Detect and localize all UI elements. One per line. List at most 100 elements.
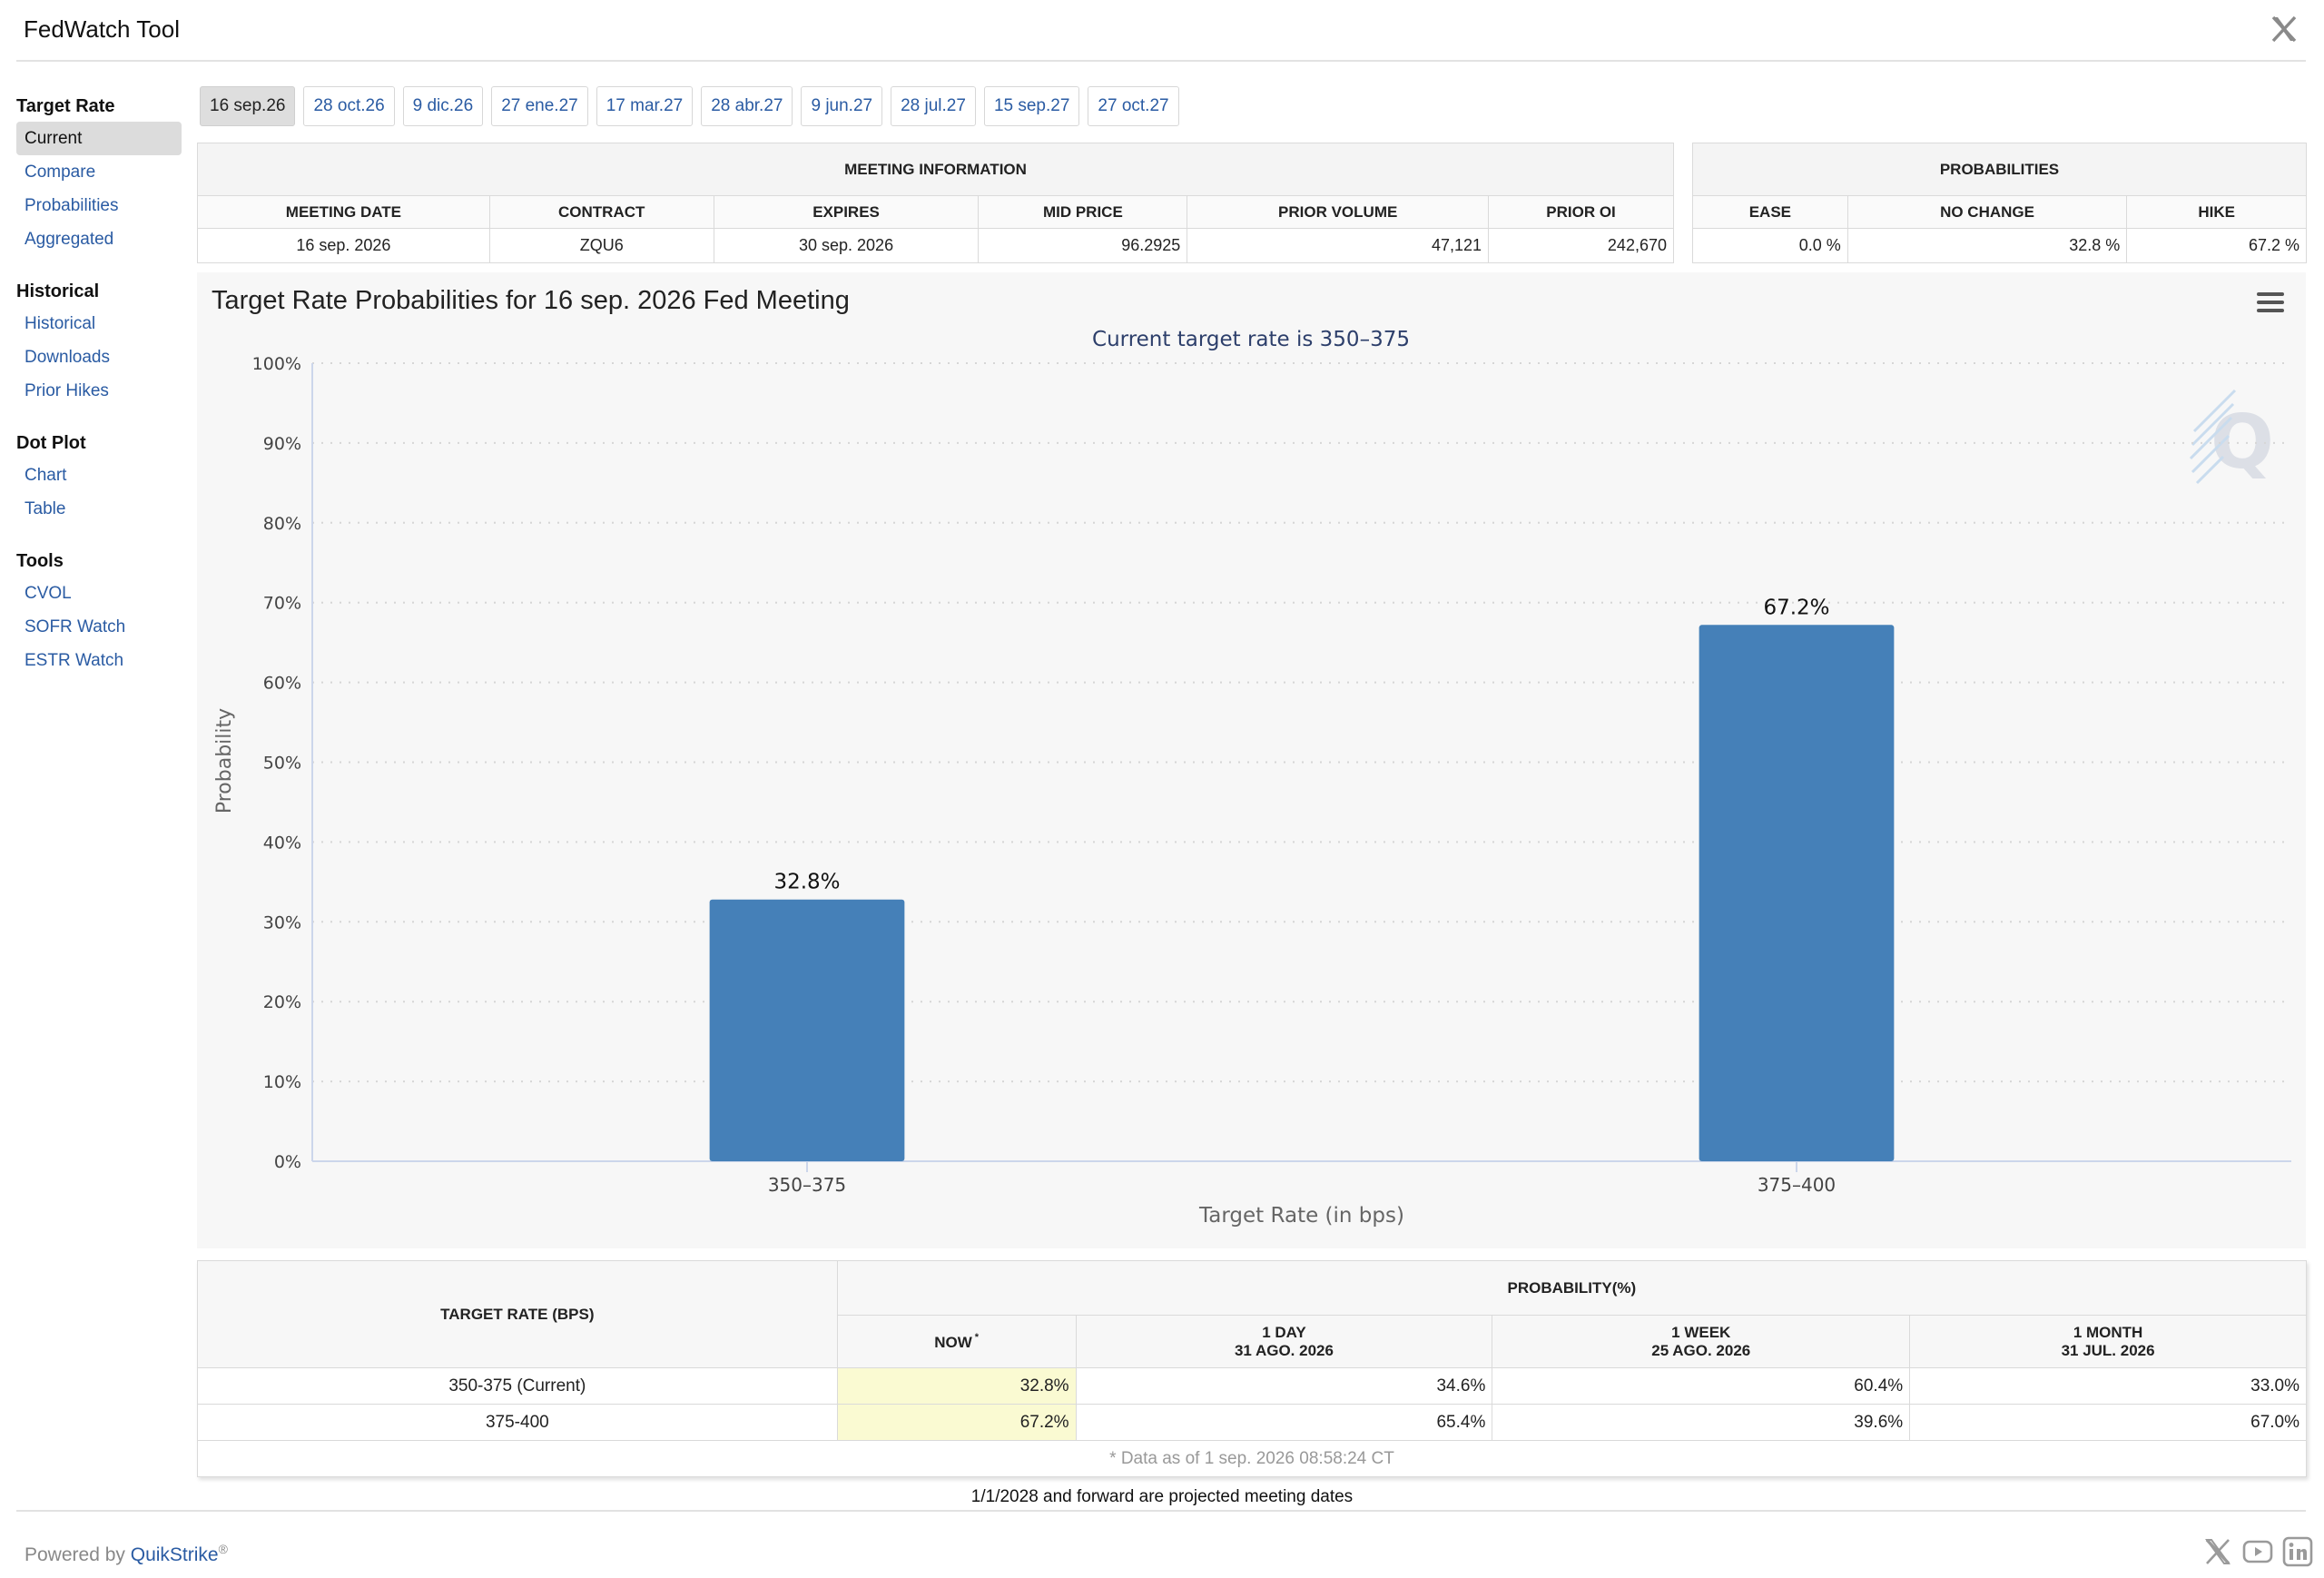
meeting-date-tabs: 16 sep.26 28 oct.26 9 dic.26 27 ene.27 1… <box>200 86 1179 126</box>
sidebar-item-estr-watch[interactable]: ESTR Watch <box>25 651 124 670</box>
one-month-header: 1 MONTH 31 JUL. 2026 <box>1909 1315 2307 1368</box>
x-tick-label: 375–400 <box>1758 1174 1836 1196</box>
chart-menu-icon[interactable] <box>2257 292 2284 312</box>
close-icon[interactable] <box>2268 13 2300 45</box>
youtube-icon[interactable] <box>2242 1536 2273 1567</box>
tab-meeting-date[interactable]: 28 jul.27 <box>891 86 976 126</box>
bar-data-label: 67.2% <box>1763 596 1829 619</box>
probability-header: PROBABILITY(%) <box>836 1260 2308 1316</box>
x-tick-label: 350–375 <box>768 1174 846 1196</box>
sidebar-group-dot-plot: Dot Plot <box>16 433 86 453</box>
sidebar-item-downloads[interactable]: Downloads <box>25 348 110 367</box>
one-day-cell: 65.4% <box>1075 1404 1493 1441</box>
now-cell: 32.8% <box>836 1367 1077 1405</box>
one-week-cell: 39.6% <box>1492 1404 1911 1441</box>
probability-bar-chart: Target Rate Probabilities for 16 sep. 20… <box>212 286 2291 1228</box>
y-tick-label: 40% <box>263 833 301 853</box>
one-week-header: 1 WEEK 25 AGO. 2026 <box>1492 1315 1911 1368</box>
social-icons <box>2202 1536 2313 1567</box>
tab-meeting-date[interactable]: 9 jun.27 <box>801 86 883 126</box>
one-month-cell: 33.0% <box>1909 1367 2307 1405</box>
tab-meeting-date[interactable]: 17 mar.27 <box>596 86 694 126</box>
bar-data-label: 32.8% <box>773 871 840 894</box>
probability-history-table: TARGET RATE (BPS) PROBABILITY(%) NOW * 1 … <box>197 1260 2308 1477</box>
data-as-of-note: * Data as of 1 sep. 2026 08:58:24 CT <box>197 1440 2307 1477</box>
sidebar-item-aggregated[interactable]: Aggregated <box>25 230 114 249</box>
projected-dates-note: 1/1/2028 and forward are projected meeti… <box>970 1487 1354 1506</box>
prior-volume-value: 47,121 <box>1187 228 1490 263</box>
sidebar-group-tools: Tools <box>16 551 64 571</box>
chart-subtitle: Current target rate is 350–375 <box>1092 328 1410 351</box>
tab-meeting-date[interactable]: 27 ene.27 <box>491 86 588 126</box>
target-rate-cell: 375-400 <box>197 1404 838 1441</box>
bar[interactable] <box>1699 625 1895 1161</box>
sidebar-item-sofr-watch[interactable]: SOFR Watch <box>25 617 126 636</box>
y-tick-label: 70% <box>263 594 301 614</box>
bars: 32.8% 67.2% <box>709 596 1895 1161</box>
col-header: PRIOR OI <box>1488 195 1674 229</box>
col-header: EXPIRES <box>713 195 980 229</box>
bar[interactable] <box>709 899 905 1161</box>
no-change-value: 32.8 % <box>1846 228 2128 263</box>
chart-title: Target Rate Probabilities for 16 sep. 20… <box>212 286 850 315</box>
sidebar: Target Rate Current Compare Probabilitie… <box>16 91 182 677</box>
sidebar-item-table[interactable]: Table <box>25 499 66 518</box>
col-header: CONTRACT <box>488 195 714 229</box>
sidebar-group-target-rate: Target Rate <box>16 96 115 116</box>
sidebar-item-current[interactable]: Current <box>16 122 182 155</box>
y-gridlines <box>312 362 2291 1083</box>
sidebar-item-historical[interactable]: Historical <box>25 314 96 333</box>
y-tick-label: 100% <box>252 354 301 374</box>
now-header: NOW * <box>836 1315 1077 1368</box>
chart-panel: Target Rate Probabilities for 16 sep. 20… <box>197 272 2306 1248</box>
sidebar-item-cvol[interactable]: CVOL <box>25 584 72 603</box>
y-tick-labels: 0% 10% 20% 30% 40% 50% 60% 70% 80% 90% 100% <box>252 354 301 1172</box>
linkedin-icon[interactable] <box>2282 1536 2313 1567</box>
probabilities-table: PROBABILITIES EASE NO CHANGE HIKE 0.0 % … <box>1692 143 2307 263</box>
y-tick-label: 60% <box>263 674 301 694</box>
one-day-header: 1 DAY 31 AGO. 2026 <box>1075 1315 1493 1368</box>
y-tick-label: 0% <box>274 1152 301 1172</box>
target-rate-cell: 350-375 (Current) <box>197 1367 838 1405</box>
x-tick-labels: 350–375 375–400 <box>768 1161 1836 1196</box>
quikstrike-watermark-icon: Q <box>2189 389 2274 486</box>
tab-meeting-date[interactable]: 16 sep.26 <box>200 86 296 126</box>
col-header: NO CHANGE <box>1846 195 2128 229</box>
tab-meeting-date[interactable]: 28 abr.27 <box>701 86 793 126</box>
one-week-cell: 60.4% <box>1492 1367 1911 1405</box>
y-tick-label: 30% <box>263 912 301 932</box>
y-tick-label: 50% <box>263 754 301 774</box>
y-tick-label: 80% <box>263 514 301 534</box>
sidebar-item-prior-hikes[interactable]: Prior Hikes <box>25 381 109 400</box>
quikstrike-link[interactable]: QuikStrike <box>130 1544 219 1565</box>
y-tick-label: 10% <box>263 1072 301 1092</box>
col-header: PRIOR VOLUME <box>1187 195 1490 229</box>
tab-meeting-date[interactable]: 9 dic.26 <box>402 86 484 126</box>
tab-meeting-date[interactable]: 15 sep.27 <box>983 86 1080 126</box>
y-tick-label: 20% <box>263 992 301 1012</box>
tab-meeting-date[interactable]: 27 oct.27 <box>1088 86 1179 126</box>
table-row: 350-375 (Current) 32.8% 34.6% 60.4% 33.0… <box>197 1367 2307 1405</box>
hike-value: 67.2 % <box>2126 228 2307 263</box>
col-header: MEETING DATE <box>197 195 490 229</box>
powered-by: Powered by QuikStrike® <box>25 1542 228 1565</box>
sidebar-group-historical: Historical <box>16 281 100 301</box>
ease-value: 0.0 % <box>1692 228 1848 263</box>
target-rate-header: TARGET RATE (BPS) <box>197 1260 838 1368</box>
sidebar-item-chart[interactable]: Chart <box>25 466 67 485</box>
table-row: 375-400 67.2% 65.4% 39.6% 67.0% <box>197 1404 2307 1441</box>
prior-oi-value: 242,670 <box>1488 228 1674 263</box>
tab-meeting-date[interactable]: 28 oct.26 <box>303 86 395 126</box>
now-cell: 67.2% <box>836 1404 1077 1441</box>
sidebar-item-compare[interactable]: Compare <box>25 163 96 182</box>
app-title: FedWatch Tool <box>24 15 180 43</box>
meeting-information-title: MEETING INFORMATION <box>197 143 1674 196</box>
sidebar-item-probabilities[interactable]: Probabilities <box>25 196 119 215</box>
meeting-information-table: MEETING INFORMATION MEETING DATE CONTRAC… <box>197 143 1674 263</box>
y-tick-label: 90% <box>263 434 301 454</box>
probabilities-title: PROBABILITIES <box>1692 143 2307 196</box>
one-day-cell: 34.6% <box>1075 1367 1493 1405</box>
x-twitter-icon[interactable] <box>2202 1536 2233 1567</box>
mid-price-value: 96.2925 <box>978 228 1188 263</box>
col-header: EASE <box>1692 195 1848 229</box>
